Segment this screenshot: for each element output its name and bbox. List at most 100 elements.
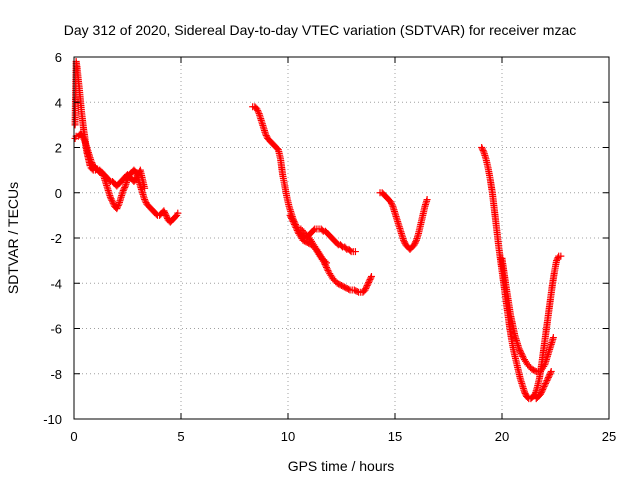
data-point <box>254 108 262 116</box>
data-point <box>353 288 361 296</box>
data-point <box>87 157 95 165</box>
x-tick-label: 0 <box>70 429 77 444</box>
data-point <box>478 144 486 151</box>
data-point <box>323 259 331 267</box>
data-point <box>289 217 297 225</box>
data-point <box>400 236 408 244</box>
y-tick-label: 0 <box>55 186 62 201</box>
data-point <box>553 257 561 265</box>
y-tick-label: 6 <box>55 50 62 65</box>
x-axis-label: GPS time / hours <box>288 458 395 474</box>
data-point <box>478 145 486 153</box>
series-arc-4c <box>532 367 555 403</box>
y-tick-label: -10 <box>43 412 62 427</box>
data-point <box>388 201 396 209</box>
data-point <box>161 210 169 218</box>
data-point <box>557 252 565 260</box>
data-point <box>163 213 171 221</box>
data-point <box>517 349 525 357</box>
x-tick-label: 25 <box>602 429 616 444</box>
data-point <box>362 283 370 291</box>
data-point <box>109 198 117 206</box>
data-point <box>387 198 395 206</box>
data-point <box>544 374 552 382</box>
data-point <box>121 183 129 191</box>
data-point <box>262 131 270 139</box>
data-point <box>518 351 526 359</box>
data-point <box>540 383 548 391</box>
data-point <box>141 196 149 204</box>
data-point <box>361 286 369 294</box>
y-tick-label: 2 <box>55 141 62 156</box>
y-tick-label: -6 <box>50 322 62 337</box>
data-point <box>543 377 551 385</box>
data-point <box>108 196 116 204</box>
data-point <box>292 223 300 231</box>
data-point <box>362 285 370 293</box>
data-point <box>542 380 550 388</box>
data-point <box>411 239 419 247</box>
data-point <box>80 135 88 143</box>
series-arc-2c <box>297 225 331 267</box>
x-tick-label: 15 <box>388 429 402 444</box>
data-point <box>345 285 353 293</box>
chart-title: Day 312 of 2020, Sidereal Day-to-day VTE… <box>64 22 577 38</box>
data-point <box>287 213 295 221</box>
y-axis-label: SDTVAR / TECUs <box>5 182 21 294</box>
data-point <box>346 246 354 254</box>
data-point <box>132 175 140 183</box>
data-point <box>160 207 168 215</box>
data-point <box>79 134 87 142</box>
data-point <box>95 167 103 175</box>
data-point <box>113 205 121 213</box>
series-arc-4 <box>478 144 565 403</box>
data-point <box>338 242 345 250</box>
data-point <box>161 208 169 216</box>
data-point <box>342 244 350 252</box>
y-tick-label: -2 <box>50 231 62 246</box>
data-point <box>119 186 127 194</box>
series-arc-3 <box>376 189 431 253</box>
data-point <box>515 345 523 353</box>
data-point <box>545 372 553 380</box>
data-point <box>291 222 299 230</box>
series-arc-4b <box>498 254 557 375</box>
plot-area <box>71 58 565 403</box>
data-point <box>541 381 549 389</box>
data-point <box>516 346 524 354</box>
data-point <box>520 388 528 396</box>
data-point <box>120 185 128 193</box>
data-point <box>549 334 557 342</box>
data-point <box>547 367 555 375</box>
data-point <box>288 214 296 222</box>
data-point <box>162 211 170 219</box>
data-point <box>400 238 408 246</box>
data-point <box>367 272 375 280</box>
data-point <box>412 238 420 246</box>
data-point <box>79 132 87 140</box>
data-point <box>254 107 262 115</box>
data-point <box>114 202 122 210</box>
data-point <box>114 203 122 211</box>
data-point <box>141 197 149 205</box>
data-point <box>310 226 318 234</box>
data-point <box>365 277 373 285</box>
data-point <box>105 176 113 184</box>
data-point <box>318 226 326 234</box>
data-point <box>321 257 329 265</box>
data-point <box>544 375 552 383</box>
data-point <box>365 278 373 286</box>
data-point <box>366 275 374 283</box>
data-point <box>547 369 555 377</box>
data-point <box>351 248 359 256</box>
data-point <box>537 389 545 397</box>
data-point <box>410 241 418 249</box>
data-point <box>333 240 341 248</box>
data-point <box>539 384 547 392</box>
y-tick-label: -8 <box>50 367 62 382</box>
data-point <box>479 147 487 155</box>
x-tick-label: 20 <box>495 429 509 444</box>
x-tick-label: 10 <box>281 429 295 444</box>
data-point <box>387 199 395 207</box>
